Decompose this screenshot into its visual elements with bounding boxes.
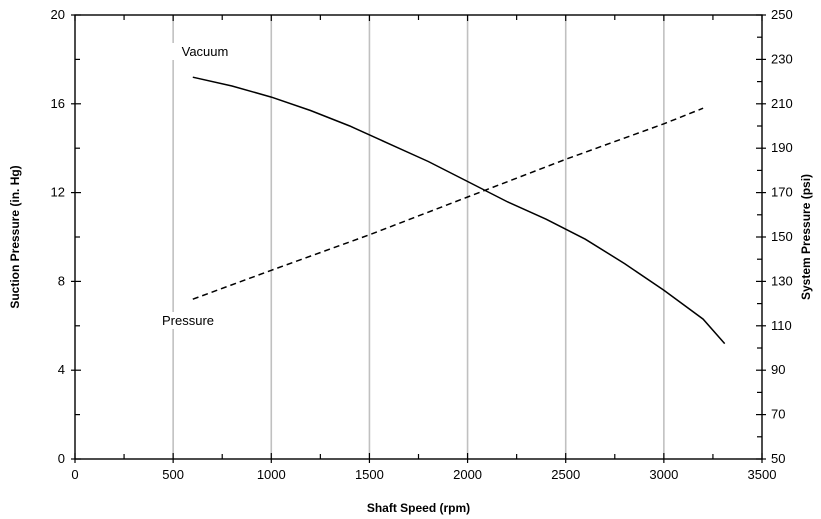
y-right-tick-label-110: 110 xyxy=(771,318,792,333)
y-left-tick-label-8: 8 xyxy=(58,273,65,288)
x-axis-title: Shaft Speed (rpm) xyxy=(367,501,470,515)
x-tick-label-3000: 3000 xyxy=(649,467,678,482)
x-tick-label-1000: 1000 xyxy=(257,467,286,482)
series-label-bg-vacuum xyxy=(170,43,240,60)
y-right-tick-label-170: 170 xyxy=(771,185,793,200)
series-label-pressure: Pressure xyxy=(162,313,214,328)
x-tick-label-500: 500 xyxy=(162,467,184,482)
y-right-tick-label-230: 230 xyxy=(771,51,793,66)
y-right-tick-label-210: 210 xyxy=(771,96,793,111)
left-axis-ticks: 0 4 8 12 16 20 xyxy=(51,7,81,466)
series-labels: Vacuum Pressure xyxy=(149,43,240,329)
left-y-axis-title: Suction Pressure (in. Hg) xyxy=(8,165,22,308)
y-right-tick-label-50: 50 xyxy=(771,451,785,466)
plot-frame xyxy=(74,14,763,460)
x-tick-label-0: 0 xyxy=(71,467,78,482)
right-y-axis-title: System Pressure (psi) xyxy=(799,174,813,300)
x-tick-label-2500: 2500 xyxy=(551,467,580,482)
series-line-pressure xyxy=(192,107,704,300)
y-right-tick-label-130: 130 xyxy=(771,273,793,288)
series-line-vacuum xyxy=(192,76,726,345)
y-left-tick-label-16: 16 xyxy=(51,96,65,111)
vertical-grid-lines xyxy=(172,15,665,459)
x-tick-label-2000: 2000 xyxy=(453,467,482,482)
x-tick-label-1500: 1500 xyxy=(355,467,384,482)
y-right-tick-label-250: 250 xyxy=(771,7,793,22)
y-left-tick-label-20: 20 xyxy=(51,7,65,22)
y-right-tick-label-150: 150 xyxy=(771,229,793,244)
y-right-tick-label-90: 90 xyxy=(771,362,785,377)
series-label-bg-pressure xyxy=(149,312,227,329)
x-axis-ticks: 0 500 1000 1500 2000 2500 3000 3500 xyxy=(71,15,776,482)
y-left-tick-label-0: 0 xyxy=(58,451,65,466)
y-right-tick-label-70: 70 xyxy=(771,407,785,422)
y-left-tick-label-12: 12 xyxy=(51,185,65,200)
right-axis-ticks: 50 70 90 110 130 150 170 190 210 230 250 xyxy=(756,7,793,466)
series-label-vacuum: Vacuum xyxy=(182,44,229,59)
y-left-tick-label-4: 4 xyxy=(58,362,65,377)
x-tick-label-3500: 3500 xyxy=(748,467,777,482)
y-right-tick-label-190: 190 xyxy=(771,140,793,155)
series-lines xyxy=(192,76,726,345)
